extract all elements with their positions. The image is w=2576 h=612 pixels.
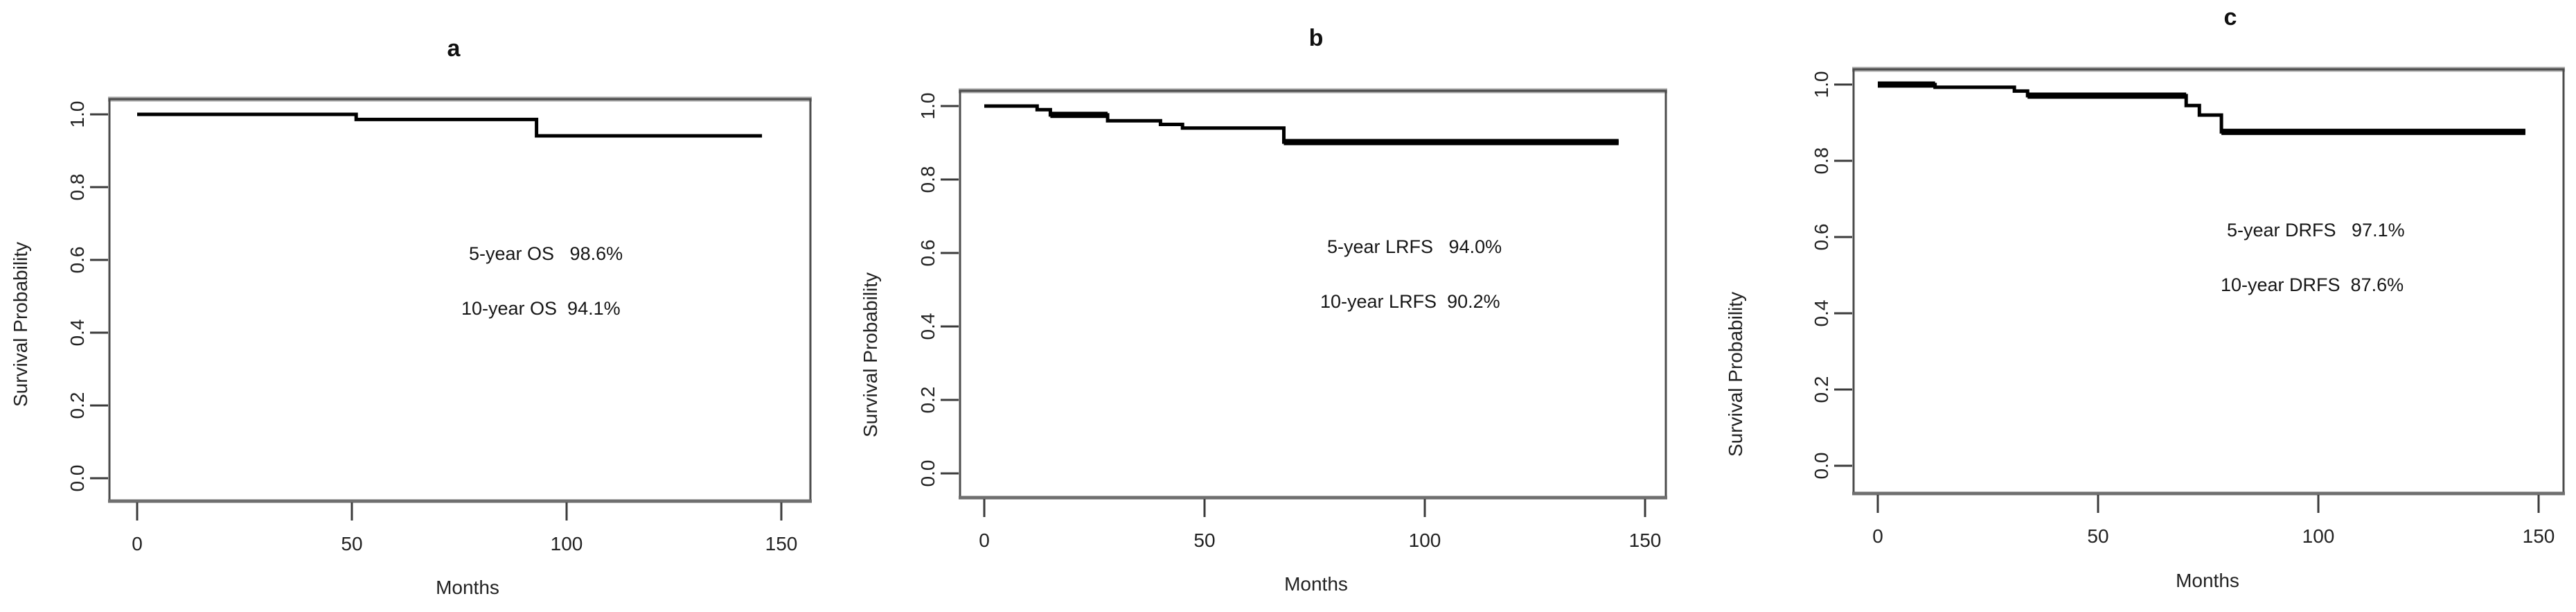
x-tick-label: 0: [979, 530, 990, 551]
x-tick-label: 50: [1193, 530, 1216, 551]
x-tick-label: 100: [550, 533, 583, 554]
x-axis-label: Months: [436, 577, 499, 598]
x-axis-label: Months: [1284, 573, 1348, 595]
y-tick-label: 0.8: [1811, 147, 1832, 175]
annotation-10-year-lrfs: 10-year LRFS 90.2%: [1320, 291, 1500, 312]
panel-c-title: c: [2223, 4, 2237, 30]
x-tick-label: 100: [1408, 530, 1441, 551]
annotation-10-year-drfs: 10-year DRFS 87.6%: [2221, 274, 2404, 295]
x-tick-label: 0: [132, 533, 143, 554]
x-tick-label: 150: [1628, 530, 1662, 551]
annotation-10-year-os: 10-year OS 94.1%: [461, 298, 621, 319]
x-tick-label: 150: [765, 533, 798, 554]
y-tick-label: 0.4: [1811, 299, 1832, 327]
y-tick-label: 0.6: [1811, 223, 1832, 251]
y-tick-label: 1.0: [1811, 71, 1832, 98]
y-axis-label: Survival Probability: [1725, 291, 1746, 457]
y-tick-label: 0.0: [1811, 452, 1832, 480]
x-axis-label: Months: [2176, 570, 2239, 591]
annotation-5-year-drfs: 5-year DRFS 97.1%: [2227, 220, 2405, 241]
x-tick-label: 0: [1872, 525, 1883, 547]
panel-a-title: a: [447, 35, 461, 62]
x-tick-label: 150: [2522, 525, 2555, 547]
x-tick-label: 100: [2302, 525, 2335, 547]
y-tick-label: 0.2: [1811, 376, 1832, 403]
x-tick-label: 50: [2087, 525, 2109, 547]
panel-b-title: b: [1308, 25, 1324, 51]
annotation-5-year-os: 5-year OS 98.6%: [469, 243, 623, 264]
x-tick-label: 50: [341, 533, 363, 554]
annotation-5-year-lrfs: 5-year LRFS 94.0%: [1327, 236, 1502, 257]
